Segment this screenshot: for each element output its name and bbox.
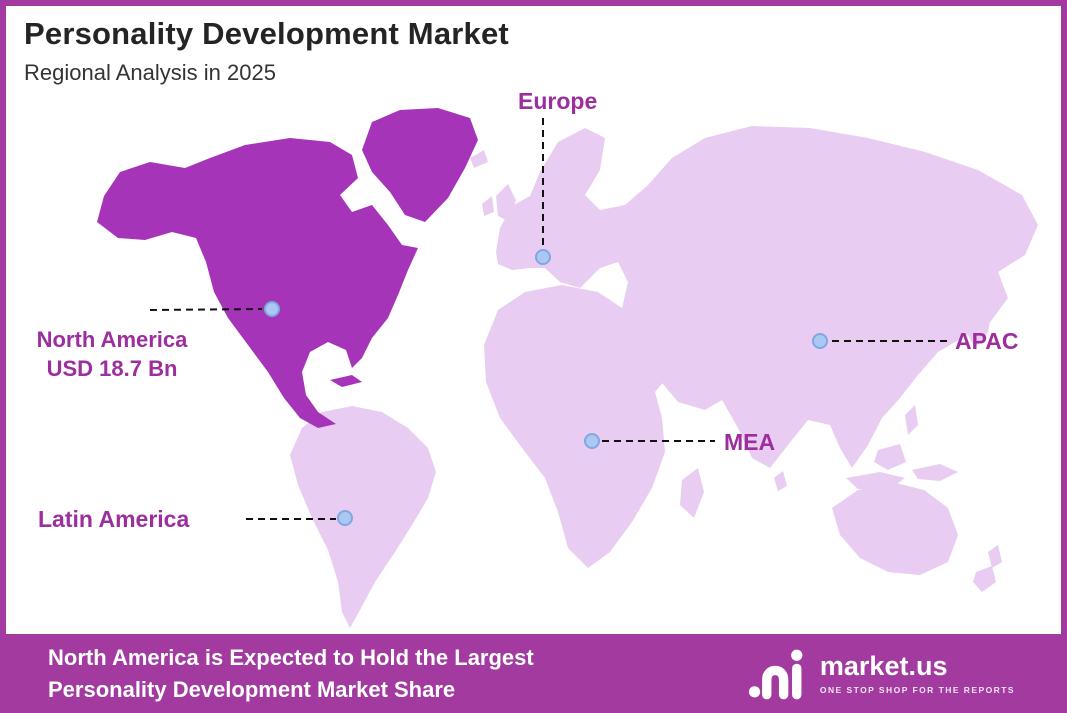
region-south-america xyxy=(290,406,436,628)
region-iceland xyxy=(470,150,488,168)
banner-text: North America is Expected to Hold the La… xyxy=(48,642,534,704)
region-japan xyxy=(968,298,992,348)
label-north-america: North America USD 18.7 Bn xyxy=(14,326,210,383)
leader-line-north-america xyxy=(149,308,263,311)
footer-banner: North America is Expected to Hold the La… xyxy=(0,634,1067,713)
page-title: Personality Development Market xyxy=(24,16,509,51)
region-sri-lanka xyxy=(774,471,787,491)
marketus-logo: market.us ONE STOP SHOP FOR THE REPORTS xyxy=(748,647,1015,701)
region-greenland xyxy=(362,108,478,222)
region-australia xyxy=(832,482,958,575)
logo-text: market.us ONE STOP SHOP FOR THE REPORTS xyxy=(819,650,1015,695)
region-philippines xyxy=(905,405,918,435)
region-new-zealand-south xyxy=(973,566,996,592)
region-africa xyxy=(484,285,672,568)
banner-line1: North America is Expected to Hold the La… xyxy=(48,645,534,671)
region-new-zealand-north xyxy=(988,545,1002,568)
marker-europe xyxy=(535,249,551,265)
region-cuba xyxy=(330,375,362,387)
marker-apac xyxy=(812,333,828,349)
label-north-america-name: North America xyxy=(36,327,188,352)
region-borneo xyxy=(874,444,906,470)
logo-name: market.us xyxy=(819,650,948,681)
logo-tagline: ONE STOP SHOP FOR THE REPORTS xyxy=(819,684,1015,695)
marker-mea xyxy=(584,433,600,449)
region-north-america xyxy=(97,138,418,428)
region-ireland xyxy=(482,196,494,216)
region-madagascar xyxy=(680,468,704,518)
region-eurasia xyxy=(496,126,1038,468)
marker-north-america xyxy=(264,301,280,317)
header: Personality Development Market Regional … xyxy=(24,16,509,86)
label-apac: APAC xyxy=(955,328,1019,354)
label-mea: MEA xyxy=(724,429,776,455)
marketus-logo-icon xyxy=(748,649,803,699)
label-north-america-value: USD 18.7 Bn xyxy=(46,355,178,381)
label-latin-america: Latin America xyxy=(38,506,190,532)
region-indonesia-east xyxy=(912,464,958,481)
page-subtitle: Regional Analysis in 2025 xyxy=(24,60,276,85)
label-europe: Europe xyxy=(518,88,598,114)
marker-latin-america xyxy=(337,510,353,526)
region-britain xyxy=(496,184,516,222)
banner-line2: Personality Development Market Share xyxy=(48,676,456,702)
